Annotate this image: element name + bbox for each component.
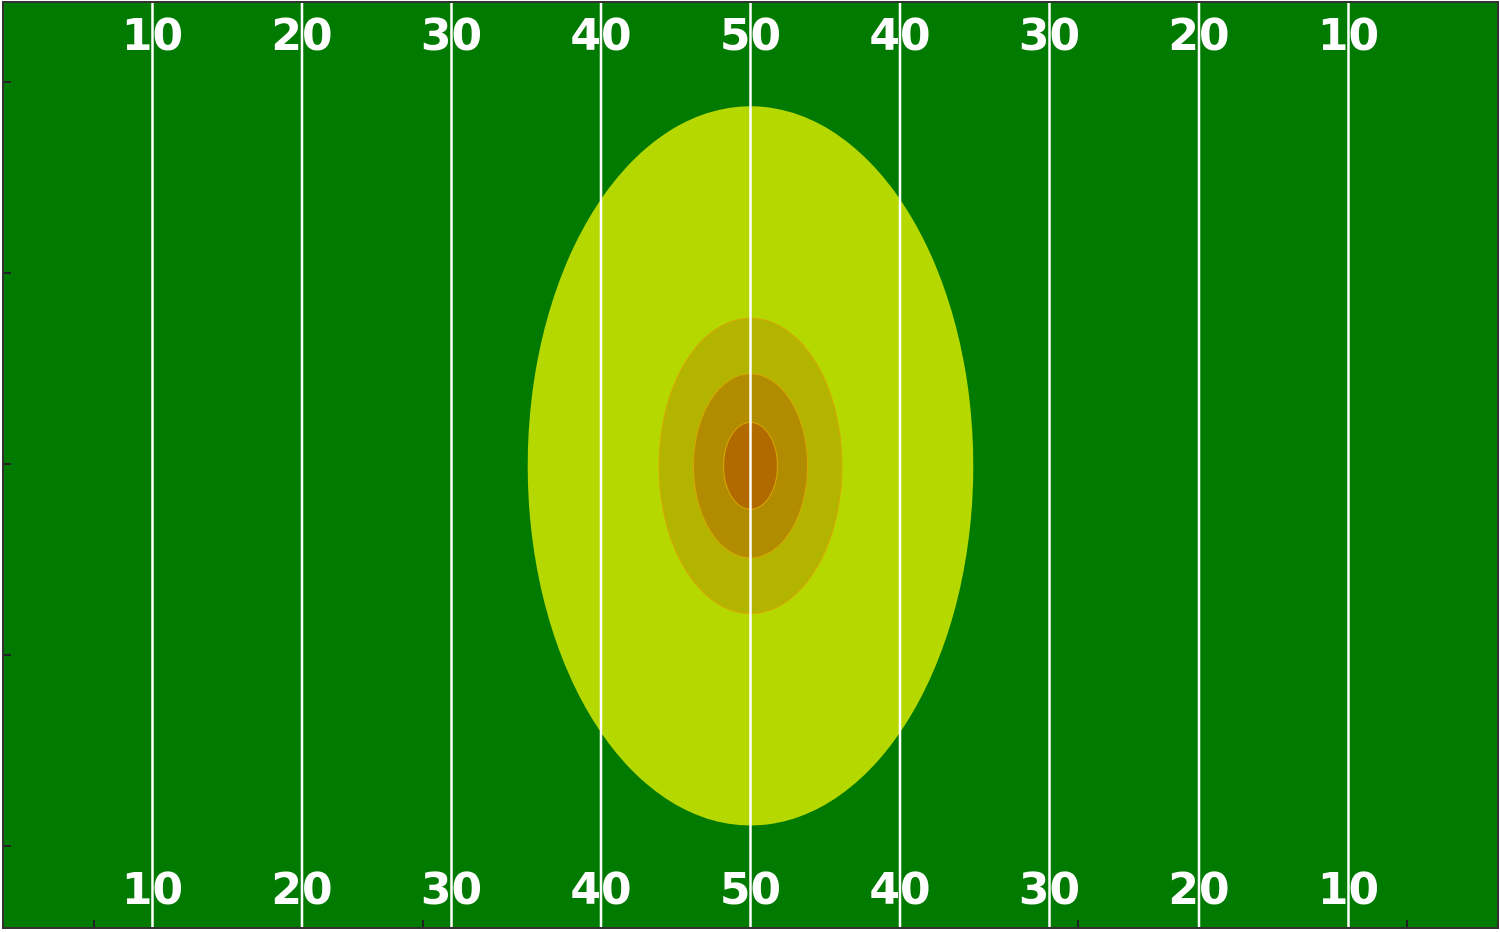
yard-label-bottom-6: 40 (869, 864, 930, 915)
yard-label-top-2: 20 (271, 10, 332, 61)
yard-label-bottom-7: 30 (1019, 864, 1080, 915)
yard-label-bottom-2: 20 (271, 864, 332, 915)
axis-ticks (3, 81, 1408, 928)
yard-labels-top: 10 20 30 40 50 40 30 20 10 (122, 10, 1379, 61)
yard-label-bottom-4: 40 (570, 864, 631, 915)
yard-label-top-1: 10 (122, 10, 183, 61)
yard-label-top-6: 40 (869, 10, 930, 61)
yard-label-top-4: 40 (570, 10, 631, 61)
yard-label-bottom-5: 50 (720, 864, 781, 915)
yard-label-top-9: 10 (1318, 10, 1379, 61)
yard-label-bottom-1: 10 (122, 864, 183, 915)
yard-label-top-5: 50 (720, 10, 781, 61)
yard-labels-bottom: 10 20 30 40 50 40 30 20 10 (122, 864, 1379, 915)
yard-label-bottom-3: 30 (421, 864, 482, 915)
yard-lines (151, 2, 1350, 928)
yard-label-top-8: 20 (1168, 10, 1229, 61)
yard-label-top-7: 30 (1019, 10, 1080, 61)
yard-label-bottom-8: 20 (1168, 864, 1229, 915)
yard-label-top-3: 30 (421, 10, 482, 61)
yard-label-bottom-9: 10 (1318, 864, 1379, 915)
